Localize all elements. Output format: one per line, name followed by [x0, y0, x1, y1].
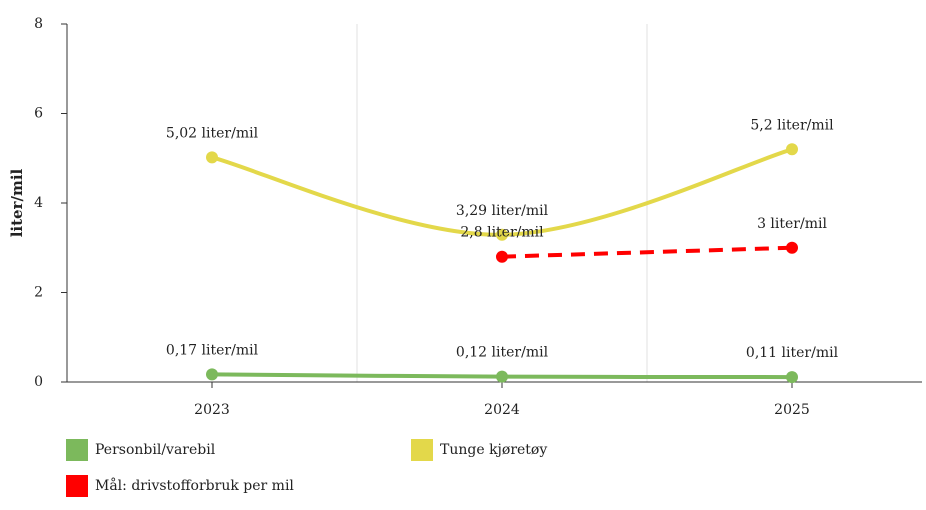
legend-label: Mål: drivstofforbruk per mil — [95, 477, 294, 494]
data-label: 0,12 liter/mil — [456, 345, 549, 361]
y-tick-label: 0 — [34, 374, 43, 390]
legend-label: Personbil/varebil — [95, 442, 216, 458]
data-label: 5,2 liter/mil — [750, 117, 834, 133]
data-label: 0,17 liter/mil — [166, 342, 259, 358]
data-label: 0,11 liter/mil — [746, 345, 839, 361]
data-label: 2,8 liter/mil — [460, 225, 544, 241]
data-label: 3,29 liter/mil — [456, 203, 549, 219]
legend-label: Tunge kjøretøy — [440, 442, 547, 458]
data-label: 5,02 liter/mil — [166, 125, 259, 141]
y-axis-label: liter/mil — [8, 168, 26, 237]
data-point — [496, 250, 508, 263]
data-point — [206, 368, 218, 381]
data-point — [206, 151, 218, 164]
y-tick-label: 8 — [34, 16, 43, 32]
data-point — [786, 371, 798, 384]
data-point — [496, 370, 508, 383]
legend-swatch — [66, 475, 88, 497]
data-point — [786, 143, 798, 156]
x-tick-label: 2025 — [774, 402, 810, 418]
x-tick-label: 2024 — [484, 402, 520, 418]
legend-swatch — [411, 439, 433, 461]
series-line — [501, 245, 793, 259]
data-point — [786, 241, 798, 254]
series-line — [211, 147, 793, 237]
data-label: 3 liter/mil — [757, 216, 827, 232]
y-tick-label: 4 — [34, 195, 43, 211]
y-tick-label: 2 — [34, 285, 43, 301]
x-tick-label: 2023 — [194, 402, 230, 418]
y-tick-label: 6 — [34, 106, 43, 122]
legend-swatch — [66, 439, 88, 461]
data-point — [496, 228, 508, 241]
